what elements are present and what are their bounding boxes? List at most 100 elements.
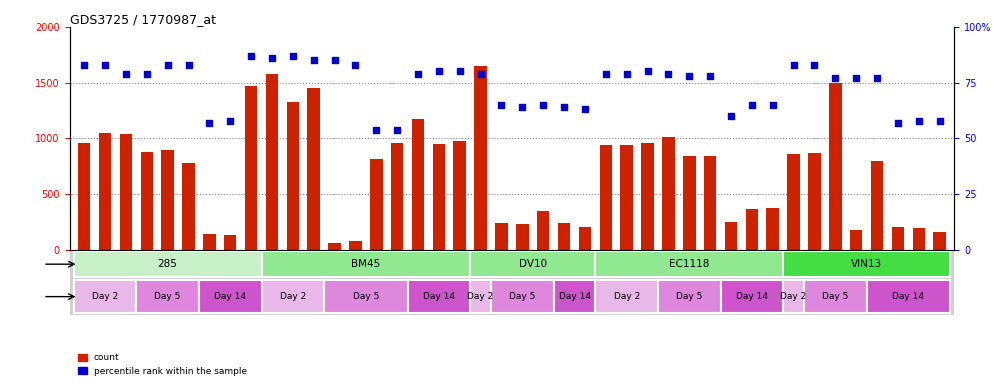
Bar xyxy=(140,152,153,250)
Point xyxy=(473,71,489,77)
FancyBboxPatch shape xyxy=(74,280,136,313)
Bar xyxy=(412,119,424,250)
Point xyxy=(285,53,301,59)
Point xyxy=(577,106,592,113)
Point xyxy=(556,104,572,110)
FancyBboxPatch shape xyxy=(261,252,470,277)
Point xyxy=(660,71,676,77)
Point xyxy=(618,71,634,77)
Point xyxy=(348,62,364,68)
Bar xyxy=(432,144,445,250)
Point xyxy=(535,102,551,108)
Bar xyxy=(307,88,320,250)
Text: BM45: BM45 xyxy=(351,259,381,269)
Bar xyxy=(808,153,821,250)
Point xyxy=(223,118,239,124)
Point xyxy=(431,68,447,74)
Text: Day 2: Day 2 xyxy=(467,292,494,301)
FancyBboxPatch shape xyxy=(491,280,554,313)
Text: 285: 285 xyxy=(158,259,178,269)
FancyBboxPatch shape xyxy=(783,252,950,277)
Bar xyxy=(537,211,550,250)
Text: Day 14: Day 14 xyxy=(559,292,590,301)
FancyBboxPatch shape xyxy=(867,280,950,313)
Bar xyxy=(391,143,404,250)
Text: Day 5: Day 5 xyxy=(154,292,181,301)
Bar xyxy=(892,227,905,250)
Bar xyxy=(704,156,717,250)
Bar xyxy=(328,243,341,250)
FancyBboxPatch shape xyxy=(470,280,491,313)
Point xyxy=(160,62,176,68)
Point xyxy=(306,57,322,63)
Bar xyxy=(98,133,111,250)
Point xyxy=(494,102,510,108)
Point xyxy=(390,126,406,132)
Bar xyxy=(620,145,633,250)
Point xyxy=(911,118,926,124)
Text: VIN13: VIN13 xyxy=(851,259,882,269)
Bar xyxy=(119,134,132,250)
Bar xyxy=(766,208,779,250)
Bar xyxy=(182,163,195,250)
Text: Day 2: Day 2 xyxy=(91,292,118,301)
Point xyxy=(931,118,947,124)
Bar xyxy=(933,232,946,250)
Point xyxy=(702,73,718,79)
Bar xyxy=(224,235,237,250)
Bar xyxy=(746,209,758,250)
FancyBboxPatch shape xyxy=(804,280,867,313)
Text: Day 2: Day 2 xyxy=(613,292,640,301)
Point xyxy=(327,57,343,63)
Bar xyxy=(871,161,884,250)
Bar xyxy=(78,143,90,250)
Bar xyxy=(265,74,278,250)
Point xyxy=(97,62,113,68)
Text: Day 5: Day 5 xyxy=(822,292,849,301)
Point xyxy=(681,73,697,79)
Text: Day 2: Day 2 xyxy=(279,292,306,301)
FancyBboxPatch shape xyxy=(595,252,783,277)
Point xyxy=(514,104,530,110)
Point xyxy=(118,71,134,77)
Point xyxy=(202,120,218,126)
Bar xyxy=(829,83,842,250)
Bar xyxy=(495,223,508,250)
Bar xyxy=(245,86,257,250)
Bar xyxy=(516,224,529,250)
FancyBboxPatch shape xyxy=(595,280,658,313)
Bar xyxy=(474,66,487,250)
Bar xyxy=(850,230,863,250)
FancyBboxPatch shape xyxy=(136,280,199,313)
Point xyxy=(890,120,906,126)
Point xyxy=(723,113,739,119)
Legend: count, percentile rank within the sample: count, percentile rank within the sample xyxy=(75,350,250,379)
Text: DV10: DV10 xyxy=(519,259,547,269)
Text: Day 14: Day 14 xyxy=(422,292,455,301)
FancyBboxPatch shape xyxy=(470,252,595,277)
FancyBboxPatch shape xyxy=(324,280,408,313)
Bar xyxy=(662,137,675,250)
Text: GDS3725 / 1770987_at: GDS3725 / 1770987_at xyxy=(70,13,216,26)
Point xyxy=(848,75,864,81)
Bar xyxy=(912,228,925,250)
Bar xyxy=(641,143,654,250)
Point xyxy=(139,71,155,77)
Text: Day 14: Day 14 xyxy=(736,292,767,301)
Point xyxy=(764,102,780,108)
Point xyxy=(744,102,759,108)
Text: Day 14: Day 14 xyxy=(893,292,924,301)
Text: Day 14: Day 14 xyxy=(215,292,247,301)
Point xyxy=(785,62,801,68)
FancyBboxPatch shape xyxy=(721,280,783,313)
Point xyxy=(264,55,280,61)
FancyBboxPatch shape xyxy=(783,280,804,313)
Bar xyxy=(286,102,299,250)
Point xyxy=(77,62,92,68)
Bar xyxy=(725,222,738,250)
FancyBboxPatch shape xyxy=(554,280,595,313)
FancyBboxPatch shape xyxy=(74,252,261,277)
Point xyxy=(869,75,885,81)
Point xyxy=(806,62,822,68)
FancyBboxPatch shape xyxy=(261,280,324,313)
